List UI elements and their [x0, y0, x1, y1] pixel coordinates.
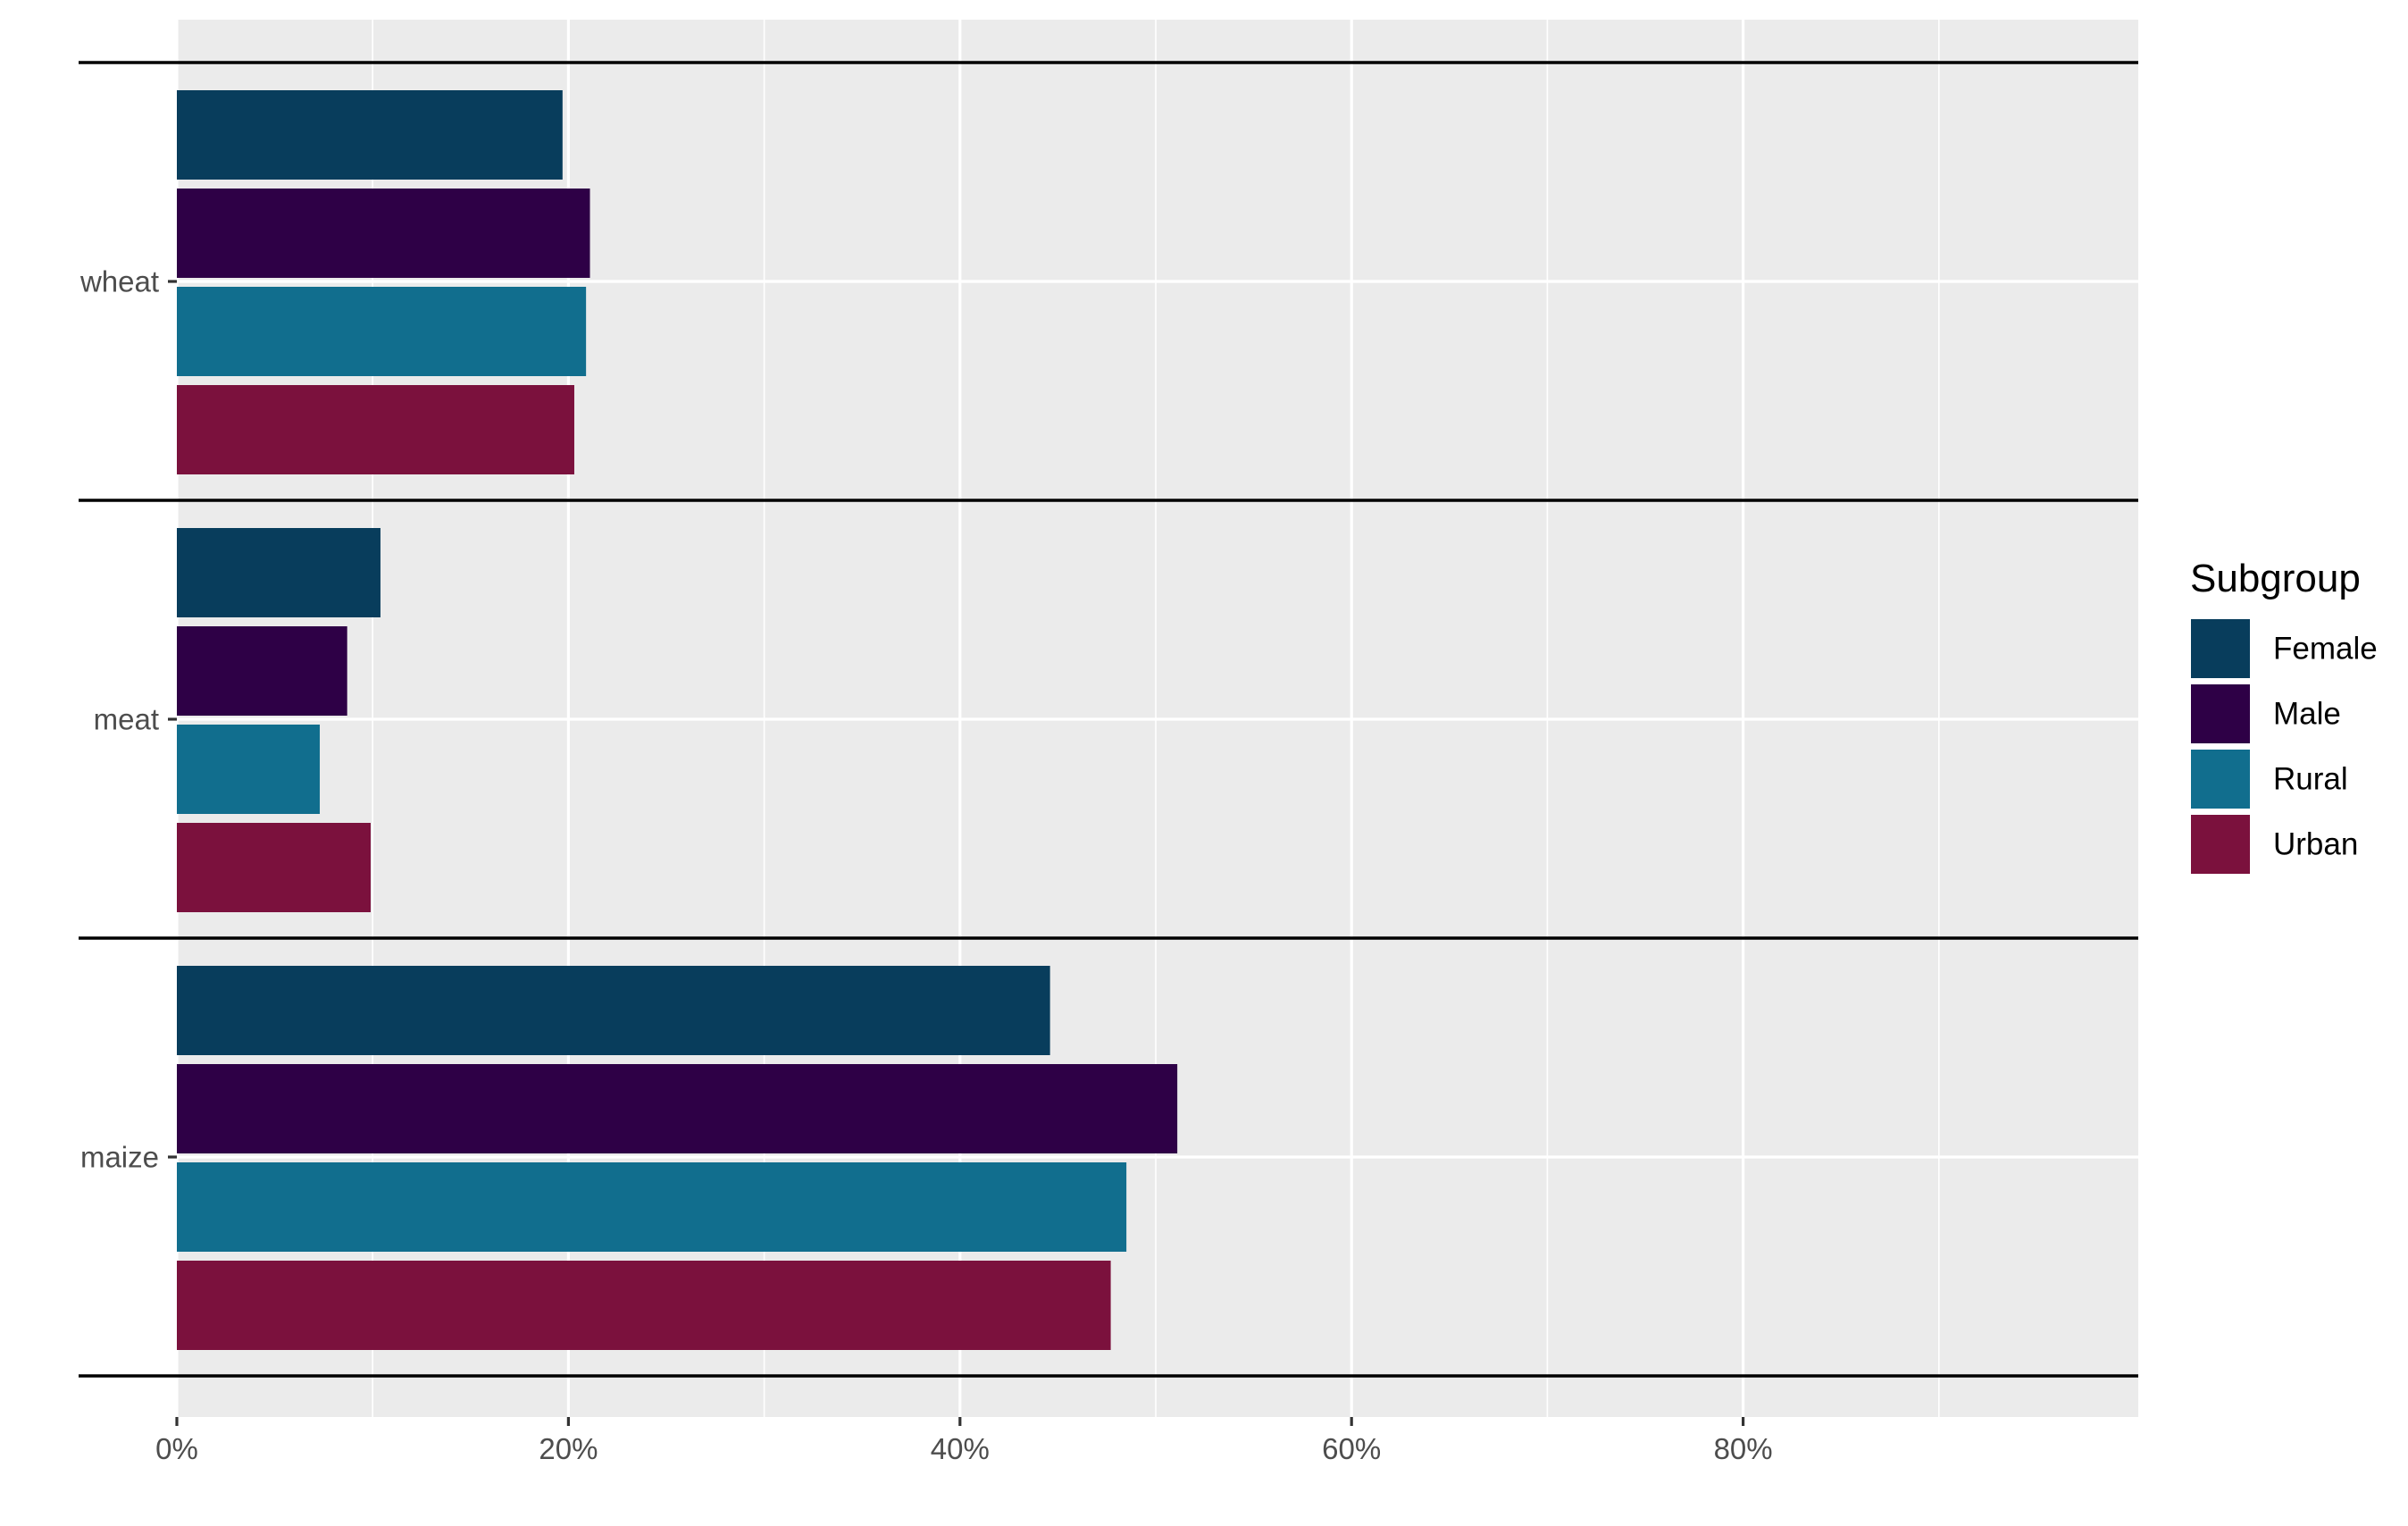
legend-label-female: Female	[2273, 632, 2378, 667]
y-tick-label: meat	[94, 703, 159, 736]
legend-key-male	[2191, 684, 2250, 743]
bar-wheat-male	[177, 189, 590, 278]
bar-wheat-rural	[177, 287, 587, 376]
x-tick-label: 80%	[1714, 1432, 1773, 1465]
legend-key-rural	[2191, 750, 2250, 809]
grid-lines	[175, 20, 2138, 1417]
bar-maize-male	[177, 1064, 1178, 1153]
x-tick-label: 40%	[931, 1432, 990, 1465]
bar-wheat-female	[177, 90, 563, 180]
bar-meat-female	[177, 528, 380, 617]
y-tick-label: wheat	[79, 265, 159, 298]
bar-maize-female	[177, 966, 1050, 1055]
x-tick-label: 0%	[155, 1432, 198, 1465]
y-tick-label: maize	[80, 1141, 159, 1174]
legend-label-male: Male	[2273, 697, 2341, 732]
axes: wheat meat maize 0% 20% 40% 60% 80%	[79, 265, 1773, 1466]
bars	[177, 90, 1178, 1350]
x-tick-label: 60%	[1322, 1432, 1381, 1465]
legend: Subgroup Female Male Rural Urban	[2190, 557, 2378, 874]
bar-meat-urban	[177, 823, 372, 912]
legend-title: Subgroup	[2190, 557, 2361, 600]
bar-meat-rural	[177, 725, 321, 814]
bar-maize-rural	[177, 1162, 1127, 1252]
bar-wheat-urban	[177, 385, 574, 474]
x-tick-label: 20%	[539, 1432, 598, 1465]
group-separators	[79, 61, 2138, 1378]
bar-maize-urban	[177, 1261, 1111, 1350]
legend-key-female	[2191, 619, 2250, 678]
bar-meat-male	[177, 626, 347, 716]
legend-label-rural: Rural	[2273, 762, 2348, 797]
legend-key-urban	[2191, 815, 2250, 874]
legend-label-urban: Urban	[2273, 827, 2358, 862]
